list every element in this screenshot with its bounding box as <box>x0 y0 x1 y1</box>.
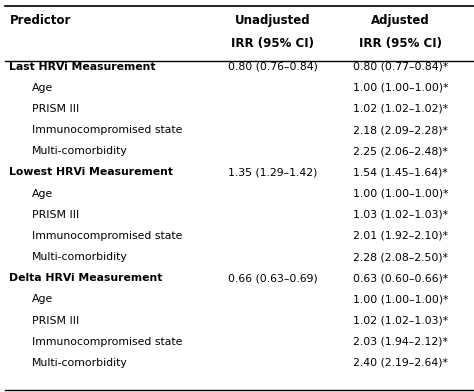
Text: 2.18 (2.09–2.28)*: 2.18 (2.09–2.28)* <box>353 125 448 135</box>
Text: 2.25 (2.06–2.48)*: 2.25 (2.06–2.48)* <box>353 146 448 156</box>
Text: 2.03 (1.94–2.12)*: 2.03 (1.94–2.12)* <box>353 337 448 347</box>
Text: IRR (95% CI): IRR (95% CI) <box>359 37 442 50</box>
Text: 1.35 (1.29–1.42): 1.35 (1.29–1.42) <box>228 167 317 178</box>
Text: Multi-comorbidity: Multi-comorbidity <box>32 252 128 262</box>
Text: PRISM III: PRISM III <box>32 104 80 114</box>
Text: Immunocompromised state: Immunocompromised state <box>32 337 182 347</box>
Text: 0.66 (0.63–0.69): 0.66 (0.63–0.69) <box>228 273 318 283</box>
Text: 2.40 (2.19–2.64)*: 2.40 (2.19–2.64)* <box>353 358 448 368</box>
Text: Adjusted: Adjusted <box>371 14 430 27</box>
Text: Age: Age <box>32 294 54 305</box>
Text: 1.00 (1.00–1.00)*: 1.00 (1.00–1.00)* <box>353 294 448 305</box>
Text: 2.01 (1.92–2.10)*: 2.01 (1.92–2.10)* <box>353 231 448 241</box>
Text: PRISM III: PRISM III <box>32 316 80 326</box>
Text: PRISM III: PRISM III <box>32 210 80 220</box>
Text: Lowest HRVi Measurement: Lowest HRVi Measurement <box>9 167 173 178</box>
Text: Delta HRVi Measurement: Delta HRVi Measurement <box>9 273 163 283</box>
Text: 1.54 (1.45–1.64)*: 1.54 (1.45–1.64)* <box>353 167 448 178</box>
Text: 1.02 (1.02–1.03)*: 1.02 (1.02–1.03)* <box>353 316 448 326</box>
Text: Immunocompromised state: Immunocompromised state <box>32 231 182 241</box>
Text: 1.02 (1.02–1.02)*: 1.02 (1.02–1.02)* <box>353 104 448 114</box>
Text: Predictor: Predictor <box>9 14 71 27</box>
Text: Unadjusted: Unadjusted <box>235 14 310 27</box>
Text: Multi-comorbidity: Multi-comorbidity <box>32 146 128 156</box>
Text: 1.03 (1.02–1.03)*: 1.03 (1.02–1.03)* <box>353 210 448 220</box>
Text: 0.80 (0.76–0.84): 0.80 (0.76–0.84) <box>228 62 318 72</box>
Text: Age: Age <box>32 83 54 93</box>
Text: Last HRVi Measurement: Last HRVi Measurement <box>9 62 156 72</box>
Text: 1.00 (1.00–1.00)*: 1.00 (1.00–1.00)* <box>353 83 448 93</box>
Text: 2.28 (2.08–2.50)*: 2.28 (2.08–2.50)* <box>353 252 448 262</box>
Text: 1.00 (1.00–1.00)*: 1.00 (1.00–1.00)* <box>353 189 448 199</box>
Text: Immunocompromised state: Immunocompromised state <box>32 125 182 135</box>
Text: 0.80 (0.77–0.84)*: 0.80 (0.77–0.84)* <box>353 62 448 72</box>
Text: 0.63 (0.60–0.66)*: 0.63 (0.60–0.66)* <box>353 273 448 283</box>
Text: Multi-comorbidity: Multi-comorbidity <box>32 358 128 368</box>
Text: IRR (95% CI): IRR (95% CI) <box>231 37 314 50</box>
Text: Age: Age <box>32 189 54 199</box>
